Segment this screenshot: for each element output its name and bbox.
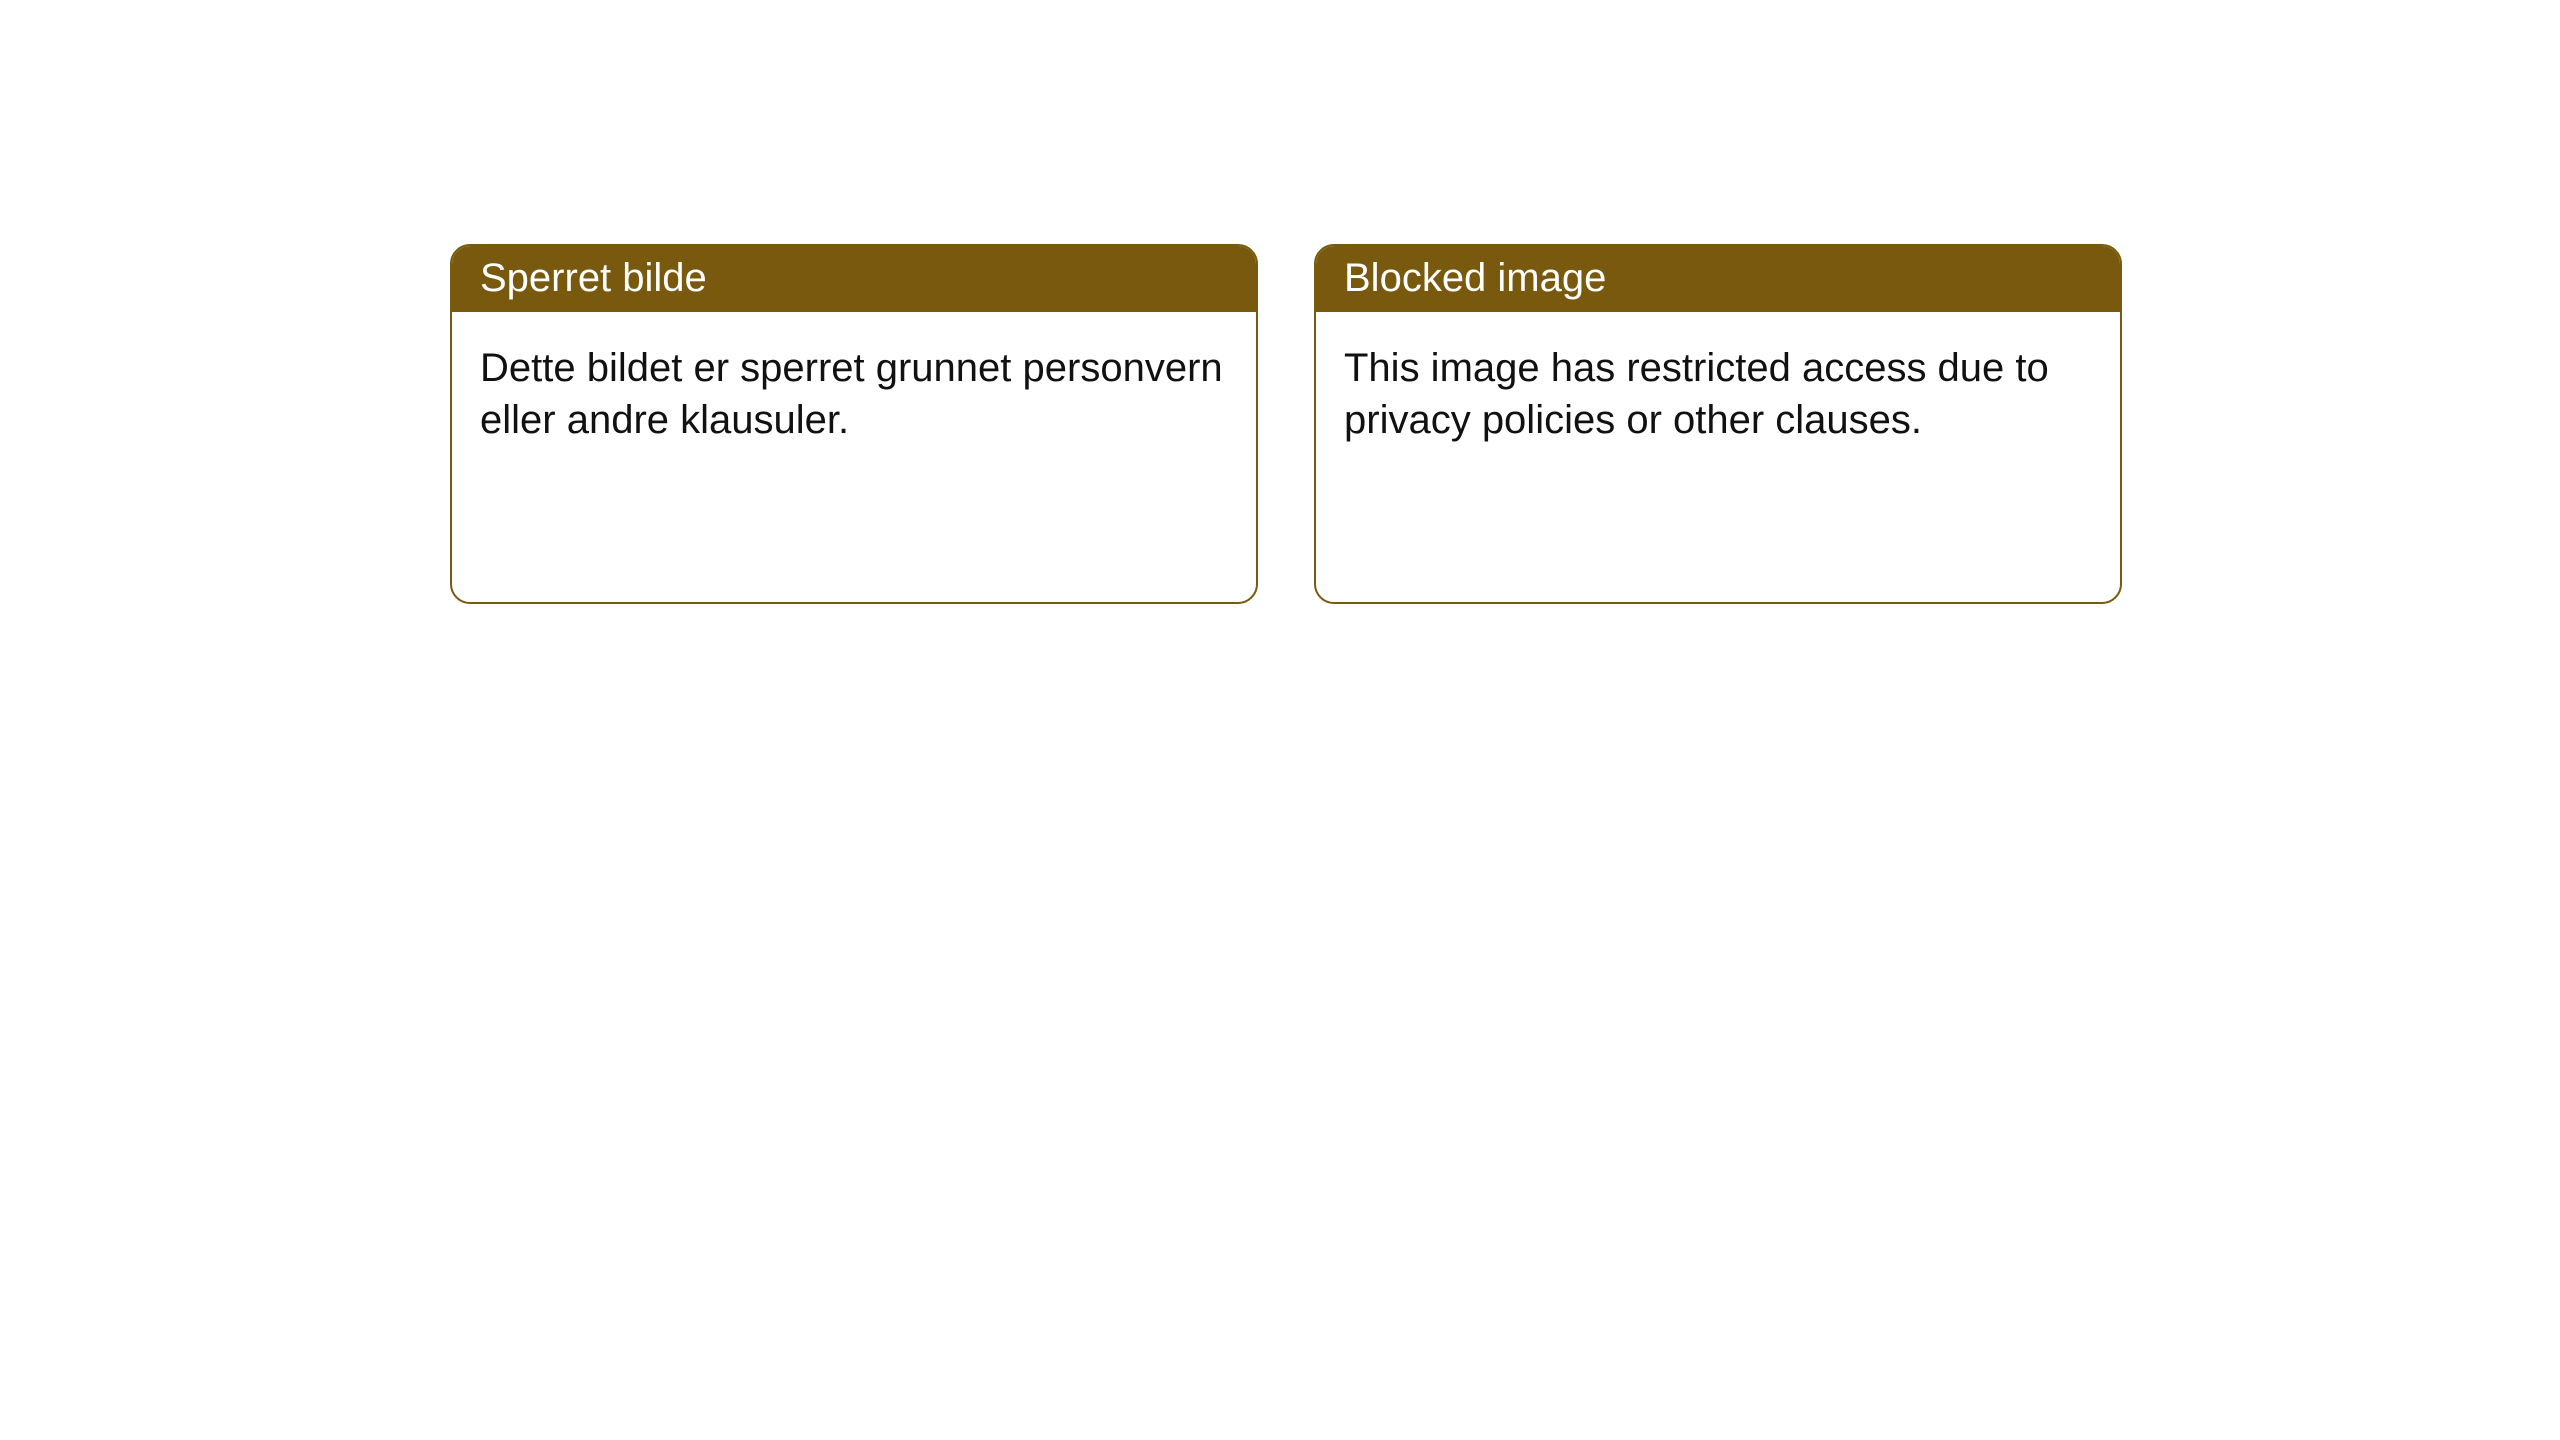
notice-card-norwegian: Sperret bilde Dette bildet er sperret gr…	[450, 244, 1258, 604]
notice-card-english: Blocked image This image has restricted …	[1314, 244, 2122, 604]
notice-card-title: Sperret bilde	[452, 246, 1256, 312]
notice-card-title: Blocked image	[1316, 246, 2120, 312]
notice-container: Sperret bilde Dette bildet er sperret gr…	[0, 0, 2560, 604]
notice-card-body: Dette bildet er sperret grunnet personve…	[452, 312, 1256, 602]
notice-card-body: This image has restricted access due to …	[1316, 312, 2120, 602]
